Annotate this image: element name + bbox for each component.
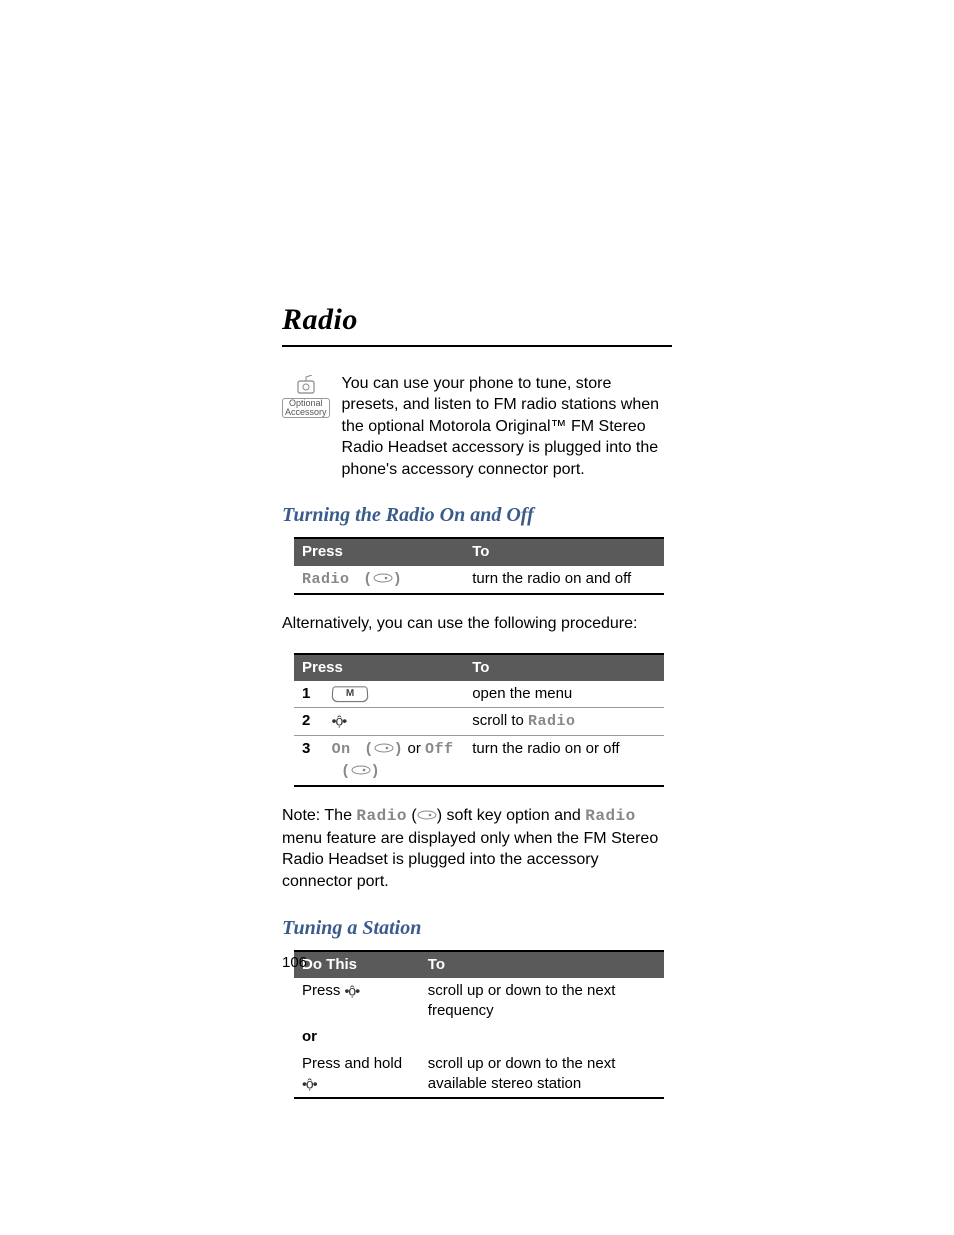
on-label: On <box>332 742 351 759</box>
table-row: 1 M open the menu <box>294 681 664 708</box>
nav-key-icon: •ộ• <box>332 713 347 729</box>
table-header-to: To <box>464 538 664 565</box>
table-cell-to: scroll up or down to the next frequency <box>420 978 664 1025</box>
table-header-press: Press <box>294 538 464 565</box>
note-paragraph: Note: The Radio ( ) soft key option and R… <box>282 805 672 892</box>
step-number: 2 <box>294 708 324 736</box>
step-number: 1 <box>294 681 324 708</box>
table-header-to: To <box>420 951 664 978</box>
table-row: Press and hold •ộ• scroll up or down to … <box>294 1051 664 1099</box>
or-label: or <box>294 1024 420 1050</box>
accessory-label: Optional Accessory <box>282 398 330 419</box>
table-header-press: Press <box>294 654 464 681</box>
table-row: Press •ộ• scroll up or down to the next … <box>294 978 664 1025</box>
table-row: Radio () turn the radio on and off <box>294 566 664 594</box>
intro-block: Optional Accessory You can use your phon… <box>282 373 672 481</box>
softkey-label: Radio <box>302 571 350 588</box>
note-text: The <box>320 807 356 824</box>
right-softkey-icon <box>373 569 393 589</box>
table-cell-to-prefix: scroll to <box>472 712 528 729</box>
table-cell-to: scroll up or down to the next available … <box>420 1051 664 1099</box>
table-cell-to: open the menu <box>464 681 664 708</box>
table-menu-procedure: Press To 1 M open the menu 2 •ộ• scroll … <box>294 653 664 787</box>
section-tuning: Tuning a Station <box>282 915 672 942</box>
off-label: Off <box>425 742 454 759</box>
note-text: menu feature are displayed only when the… <box>282 830 658 890</box>
table-cell-to: turn the radio on or off <box>464 736 664 786</box>
intro-paragraph: You can use your phone to tune, store pr… <box>342 373 672 481</box>
nav-key-icon: •ộ• <box>345 982 360 998</box>
menu-key-icon: M <box>331 686 368 702</box>
section-turning-on-off: Turning the Radio On and Off <box>282 502 672 529</box>
do-prefix: Press <box>302 982 345 999</box>
note-mono-radio: Radio <box>585 807 636 825</box>
do-prefix: Press and hold <box>302 1055 402 1072</box>
chapter-title: Radio <box>282 300 672 347</box>
note-label: Note: <box>282 807 320 824</box>
step-number: 3 <box>294 736 324 786</box>
optional-accessory-icon: Optional Accessory <box>282 375 330 419</box>
right-softkey-icon <box>374 739 394 759</box>
alt-procedure-text: Alternatively, you can use the following… <box>282 613 672 635</box>
note-text: ) soft key option and <box>437 807 586 824</box>
table-row: 3 On () or Off () turn the radio on or o… <box>294 736 664 786</box>
or-row: or <box>294 1024 664 1050</box>
table-header-do-this: Do This <box>294 951 420 978</box>
table-tuning: Do This To Press •ộ• scroll up or down t… <box>294 950 664 1100</box>
right-softkey-icon <box>351 761 371 781</box>
table-cell-to: turn the radio on and off <box>464 566 664 594</box>
note-text: ( <box>407 807 417 824</box>
table-row: 2 •ộ• scroll to Radio <box>294 708 664 736</box>
table-radio-softkey: Press To Radio () turn the radio on and … <box>294 537 664 595</box>
or-text: or <box>403 741 425 758</box>
page-number: 106 <box>282 953 307 973</box>
note-mono-radio: Radio <box>356 807 407 825</box>
menu-item-radio: Radio <box>528 713 576 730</box>
table-header-to: To <box>464 654 664 681</box>
right-softkey-icon <box>417 805 437 827</box>
nav-key-icon: •ộ• <box>302 1075 317 1091</box>
